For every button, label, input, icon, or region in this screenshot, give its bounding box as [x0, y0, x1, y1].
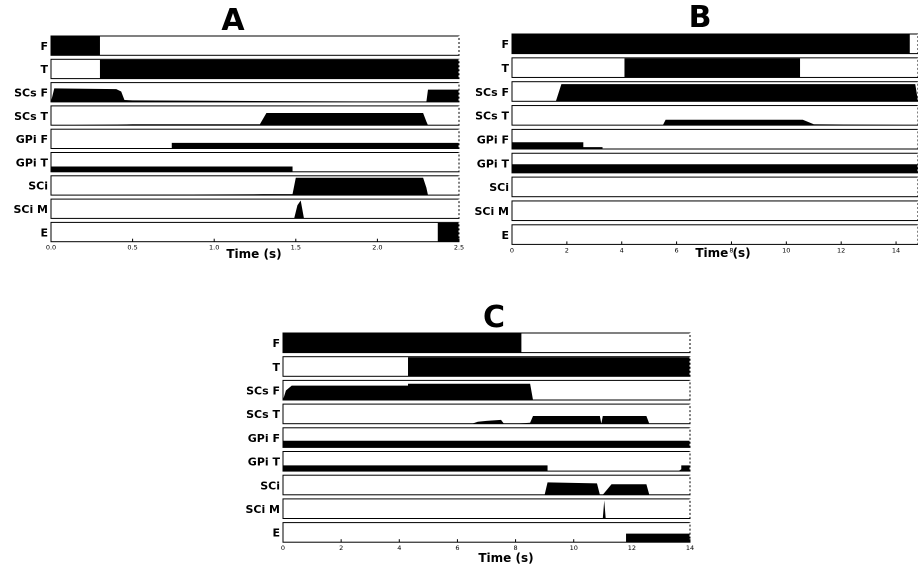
panel-a-label-t: T: [40, 63, 48, 76]
panel-b-label-t: T: [501, 62, 509, 75]
panel-a-xtick-label-2: 1.0: [209, 244, 219, 252]
panel-c-xtick-label-0: 0: [281, 544, 285, 552]
panel-c-series-sci-m: [283, 500, 690, 519]
panel-c-row-frame-sci-m: [282, 498, 691, 519]
panel-c-label-gpi-t: GPi T: [248, 456, 281, 469]
panel-c-xlabel: Time (s): [478, 551, 533, 565]
panel-b-label-sci-m: SCi M: [474, 205, 509, 218]
panel-a-series-scs-f: [51, 88, 459, 102]
panel-b-xtick-label-6: 12: [837, 246, 845, 254]
panel-a-series-sci-m: [51, 200, 459, 219]
panel-c-label-scs-f: SCs F: [246, 385, 280, 398]
panel-b-row-frame-sci: [511, 176, 918, 198]
panel-a-row-frame-e: [50, 221, 460, 243]
panel-b-row-frame-gpi-f: [511, 128, 918, 150]
panel-a-label-sci-m: SCi M: [13, 203, 48, 216]
panel-c-label-gpi-f: GPi F: [248, 432, 280, 445]
panel-c-label-scs-t: SCs T: [246, 408, 280, 421]
panel-b-series-scs-f: [512, 84, 918, 102]
panel-c-series-gpi-f: [283, 440, 690, 448]
panel-c-series-gpi-t: [283, 465, 690, 472]
panel-b-row-frame-e: [511, 224, 918, 245]
panel-a-label-gpi-f: GPi F: [16, 133, 48, 146]
panel-a-label-gpi-t: GPi T: [16, 156, 49, 169]
panel-c-series-f: [283, 333, 690, 353]
panel-b-series-f: [512, 34, 918, 54]
panel-a-label-sci: SCi: [28, 180, 48, 193]
panel-b-row-frame-sci-m: [511, 200, 918, 222]
panel-c-xtick-label-7: 14: [686, 544, 694, 552]
panel-b-xtick-label-3: 6: [675, 246, 679, 254]
panel-a-label-scs-t: SCs T: [14, 110, 48, 123]
panel-b-series-scs-t: [512, 119, 918, 126]
panel-b-label-e: E: [501, 229, 509, 242]
panel-b-label-gpi-t: GPi T: [477, 157, 510, 170]
panel-a-xtick-label-1: 0.5: [127, 244, 137, 252]
panel-a-xtick-label-3: 1.5: [291, 244, 301, 252]
panel-b-xtick-label-0: 0: [510, 246, 514, 254]
panel-c-series-t: [283, 357, 690, 377]
panel-a-series-f: [51, 36, 459, 56]
panel-a-xlabel: Time (s): [226, 247, 281, 261]
panel-c-label-e: E: [272, 527, 280, 540]
panel-c-series-sci: [283, 482, 690, 495]
panel-c-label-sci: SCi: [260, 479, 280, 492]
panel-c-xtick-label-1: 2: [339, 544, 343, 552]
panel-c-xtick-label-3: 6: [455, 544, 459, 552]
panel-b-series-t: [512, 58, 918, 78]
panel-a-row-frame-sci-m: [50, 198, 460, 219]
panel-a-series-scs-t: [51, 112, 459, 126]
panel-c-series-scs-f: [283, 383, 690, 400]
panel-a-label-scs-f: SCs F: [14, 86, 48, 99]
panel-a-xtick-label-4: 2.0: [372, 244, 382, 252]
panel-a-series-sci: [51, 177, 459, 196]
panel-a-title: A: [221, 3, 245, 38]
panel-b-row-frame-scs-t: [511, 105, 918, 126]
panel-b-title: B: [689, 0, 712, 35]
panel-b-xtick-label-4: 8: [729, 246, 733, 254]
panel-c-xtick-label-5: 10: [570, 544, 578, 552]
panel-b-label-f: F: [501, 38, 509, 51]
panel-c-xtick-label-2: 4: [397, 544, 401, 552]
panel-a: A Time (s) FT SCs F SCs T GPi F GPi T SCi SCi …: [13, 3, 464, 261]
panel-b-row-frame-gpi-t: [511, 152, 918, 174]
panel-c-title: C: [483, 300, 505, 335]
panel-b-label-gpi-f: GPi F: [477, 134, 509, 147]
panel-c-series-e: [283, 533, 690, 543]
panel-c-xtick-label-4: 8: [514, 544, 518, 552]
panel-c-label-f: F: [272, 337, 280, 350]
panel-b-xtick-label-1: 2: [565, 246, 569, 254]
panel-a-series-gpi-f: [51, 142, 459, 149]
panel-b-xlabel: Time (s): [695, 246, 750, 260]
panel-c-series-scs-t: [283, 416, 690, 424]
panel-a-xtick-label-5: 2.5: [454, 244, 464, 252]
panel-a-series-e: [51, 222, 459, 242]
panel-c: C Time (s) FT SCs F SCs T GPi F GPi T SCi SCi …: [245, 300, 694, 565]
panel-b-series-gpi-t: [512, 164, 918, 173]
panel-a-label-e: E: [40, 226, 48, 239]
panel-b-row-frame-scs-f: [511, 81, 918, 102]
panel-b-label-scs-t: SCs T: [475, 110, 509, 123]
panel-a-row-frame-f: [50, 35, 460, 56]
panel-b-series-gpi-f: [512, 142, 918, 149]
panel-b-label-sci: SCi: [489, 181, 509, 194]
panel-a-series-gpi-t: [51, 166, 459, 172]
panel-b-xtick-label-2: 4: [620, 246, 624, 254]
panel-c-xtick-label-6: 12: [628, 544, 636, 552]
panel-b-label-scs-f: SCs F: [475, 86, 509, 99]
panel-b-xtick-label-7: 14: [892, 246, 900, 254]
panel-b: B Time (s) FT SCs F SCs T GPi F GPi T SCi SCi …: [474, 0, 918, 260]
panel-a-series-t: [51, 59, 459, 79]
panel-b-row-frame-t: [511, 57, 918, 78]
panel-a-label-f: F: [40, 40, 48, 53]
panel-b-row-frame-f: [511, 33, 918, 55]
panel-c-label-t: T: [272, 361, 280, 374]
panel-b-xtick-label-5: 10: [782, 246, 790, 254]
panel-a-xtick-label-0: 0.0: [46, 244, 56, 252]
panel-c-label-sci-m: SCi M: [245, 503, 280, 516]
